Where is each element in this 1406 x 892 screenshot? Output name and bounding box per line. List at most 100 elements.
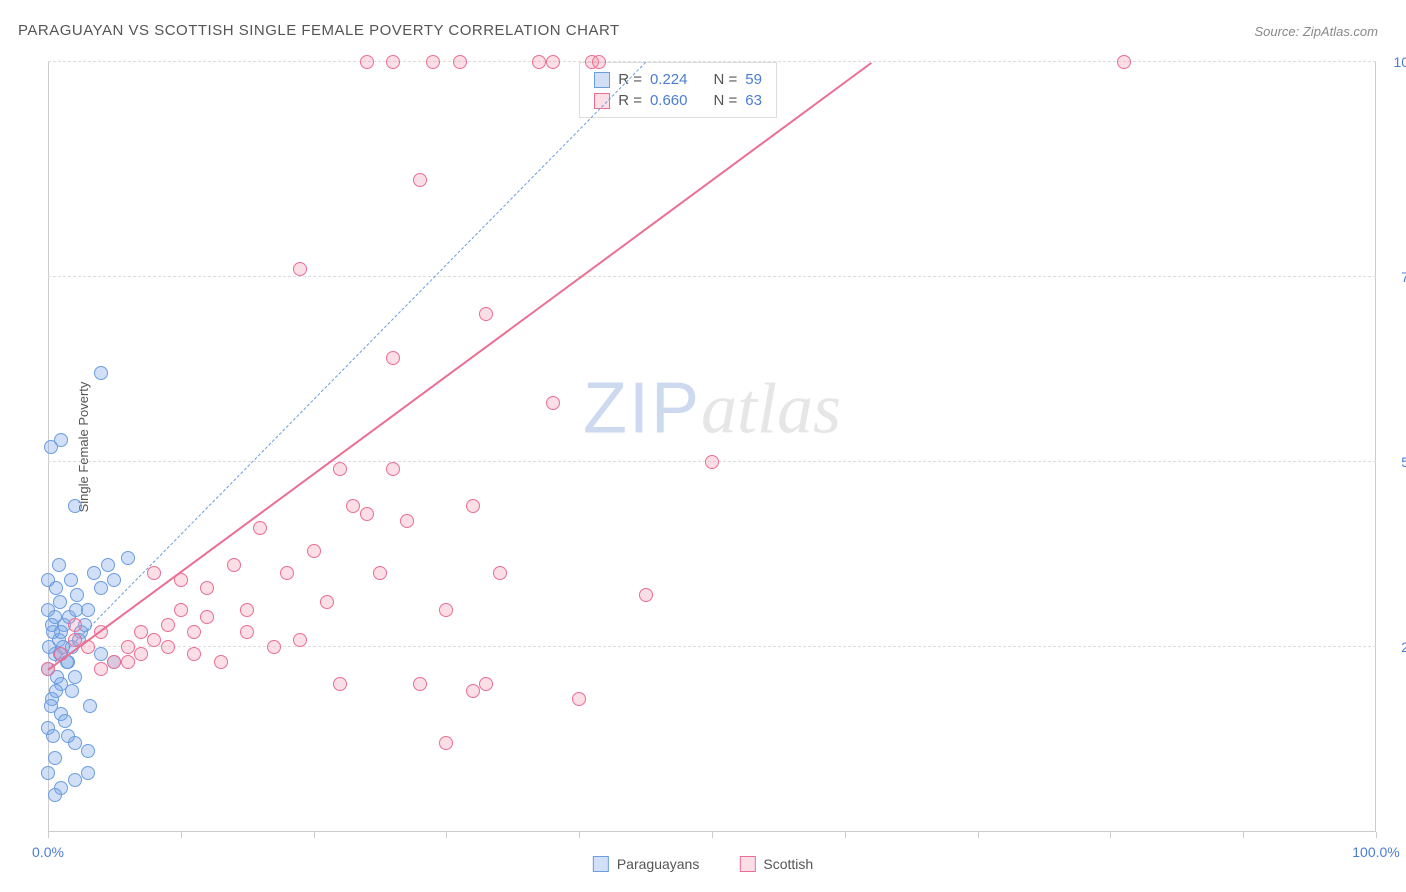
n-value-paraguayans: 59 xyxy=(745,71,762,88)
data-point-scottish xyxy=(413,677,427,691)
data-point-paraguayans xyxy=(48,751,62,765)
data-point-paraguayans xyxy=(121,551,135,565)
data-point-scottish xyxy=(200,581,214,595)
data-point-paraguayans xyxy=(65,684,79,698)
data-point-scottish xyxy=(386,351,400,365)
data-point-scottish xyxy=(200,610,214,624)
data-point-scottish xyxy=(705,455,719,469)
data-point-scottish xyxy=(161,640,175,654)
data-point-paraguayans xyxy=(64,573,78,587)
gridline-h xyxy=(48,646,1376,647)
data-point-scottish xyxy=(373,566,387,580)
data-point-paraguayans xyxy=(68,499,82,513)
data-point-scottish xyxy=(426,55,440,69)
chart-container: Single Female Poverty ZIPatlas R = 0.224… xyxy=(48,62,1376,832)
data-point-scottish xyxy=(293,633,307,647)
data-point-scottish xyxy=(147,633,161,647)
paraguayans-swatch-icon xyxy=(594,72,610,88)
gridline-h xyxy=(48,61,1376,62)
data-point-paraguayans xyxy=(48,610,62,624)
data-point-scottish xyxy=(187,647,201,661)
data-point-paraguayans xyxy=(94,366,108,380)
data-point-paraguayans xyxy=(94,581,108,595)
data-point-scottish xyxy=(572,692,586,706)
data-point-paraguayans xyxy=(81,744,95,758)
data-point-scottish xyxy=(592,55,606,69)
x-tick xyxy=(181,832,182,838)
paraguayans-swatch-icon xyxy=(593,856,609,872)
data-point-scottish xyxy=(187,625,201,639)
data-point-scottish xyxy=(147,566,161,580)
data-point-scottish xyxy=(479,307,493,321)
data-point-paraguayans xyxy=(58,714,72,728)
legend-item-scottish: Scottish xyxy=(739,856,813,872)
x-tick xyxy=(712,832,713,838)
x-tick-label: 100.0% xyxy=(1352,844,1399,860)
x-tick xyxy=(1110,832,1111,838)
data-point-scottish xyxy=(360,507,374,521)
r-value-paraguayans: 0.224 xyxy=(650,71,688,88)
data-point-scottish xyxy=(214,655,228,669)
x-tick xyxy=(48,832,49,838)
source-value: ZipAtlas.com xyxy=(1303,24,1378,39)
data-point-scottish xyxy=(134,625,148,639)
data-point-scottish xyxy=(174,603,188,617)
data-point-scottish xyxy=(1117,55,1131,69)
data-point-paraguayans xyxy=(41,766,55,780)
x-tick xyxy=(446,832,447,838)
data-point-scottish xyxy=(346,499,360,513)
data-point-scottish xyxy=(386,55,400,69)
watermark: ZIPatlas xyxy=(583,367,841,450)
data-point-scottish xyxy=(320,595,334,609)
data-point-scottish xyxy=(360,55,374,69)
data-point-scottish xyxy=(107,655,121,669)
data-point-scottish xyxy=(333,462,347,476)
data-point-paraguayans xyxy=(53,595,67,609)
data-point-scottish xyxy=(161,618,175,632)
data-point-scottish xyxy=(439,603,453,617)
data-point-paraguayans xyxy=(49,684,63,698)
data-point-paraguayans xyxy=(44,440,58,454)
data-point-paraguayans xyxy=(101,558,115,572)
x-tick xyxy=(1243,832,1244,838)
n-value-scottish: 63 xyxy=(745,92,762,109)
data-point-paraguayans xyxy=(46,729,60,743)
data-point-scottish xyxy=(227,558,241,572)
data-point-scottish xyxy=(253,521,267,535)
legend-item-paraguayans: Paraguayans xyxy=(593,856,700,872)
bottom-legend: Paraguayans Scottish xyxy=(593,856,813,872)
data-point-scottish xyxy=(546,396,560,410)
data-point-scottish xyxy=(439,736,453,750)
x-tick xyxy=(579,832,580,838)
data-point-scottish xyxy=(240,625,254,639)
x-tick xyxy=(978,832,979,838)
r-label: R = xyxy=(618,92,642,109)
data-point-paraguayans xyxy=(81,766,95,780)
trend-line-paraguayans xyxy=(48,62,646,670)
data-point-scottish xyxy=(121,640,135,654)
x-tick-label: 0.0% xyxy=(32,844,64,860)
y-tick-label: 100.0% xyxy=(1394,54,1406,70)
data-point-scottish xyxy=(466,499,480,513)
chart-title: PARAGUAYAN VS SCOTTISH SINGLE FEMALE POV… xyxy=(18,22,620,39)
data-point-scottish xyxy=(267,640,281,654)
data-point-scottish xyxy=(400,514,414,528)
y-axis-line-right xyxy=(1375,62,1376,832)
stats-row-scottish: R = 0.660 N = 63 xyxy=(594,90,762,111)
data-point-scottish xyxy=(479,677,493,691)
data-point-paraguayans xyxy=(70,588,84,602)
legend-label-scottish: Scottish xyxy=(763,856,813,872)
data-point-scottish xyxy=(68,618,82,632)
data-point-scottish xyxy=(134,647,148,661)
data-point-scottish xyxy=(493,566,507,580)
n-label: N = xyxy=(714,92,738,109)
data-point-scottish xyxy=(639,588,653,602)
data-point-scottish xyxy=(121,655,135,669)
data-point-scottish xyxy=(307,544,321,558)
data-point-scottish xyxy=(240,603,254,617)
gridline-h xyxy=(48,276,1376,277)
data-point-paraguayans xyxy=(69,603,83,617)
data-point-paraguayans xyxy=(61,729,75,743)
data-point-scottish xyxy=(94,662,108,676)
watermark-atlas: atlas xyxy=(701,368,841,448)
